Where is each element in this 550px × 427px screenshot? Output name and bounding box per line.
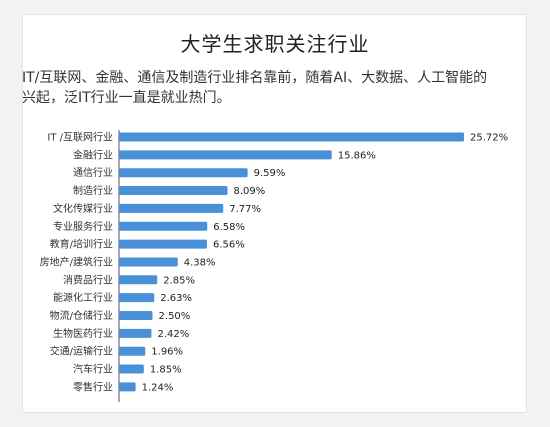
bar (119, 346, 146, 356)
chart-card (22, 14, 527, 413)
bar (119, 382, 136, 392)
value-label: 15.86% (338, 150, 376, 161)
value-label: 6.58% (213, 222, 245, 233)
value-label: 2.63% (160, 293, 192, 304)
category-label: 教育/培训行业 (50, 238, 113, 251)
category-label: 金融行业 (73, 148, 113, 161)
category-label: 物流/仓储行业 (50, 309, 113, 322)
category-label: 消费品行业 (63, 273, 113, 286)
value-label: 1.24% (142, 382, 174, 393)
category-label: 制造行业 (73, 184, 113, 197)
category-label: 零售行业 (73, 380, 113, 393)
value-label: 1.85% (150, 365, 182, 376)
value-label: 4.38% (184, 257, 216, 268)
value-label: 2.85% (163, 275, 195, 286)
value-label: 7.77% (229, 204, 261, 215)
bar (119, 275, 158, 285)
category-label: 交通/运输行业 (50, 345, 113, 358)
category-label: 专业服务行业 (53, 220, 113, 233)
value-label: 25.72% (470, 133, 508, 144)
value-label: 2.42% (157, 329, 189, 340)
bar (119, 221, 208, 231)
value-label: 9.59% (254, 168, 286, 179)
bar (119, 168, 248, 178)
category-label: IT /互联网行业 (47, 131, 113, 144)
bar (119, 311, 153, 320)
category-label: 房地产/建筑行业 (40, 255, 113, 268)
value-label: 2.50% (159, 311, 191, 322)
category-label: 生物医药行业 (53, 327, 113, 340)
bar (119, 150, 332, 160)
chart-subtitle: IT/互联网、金融、通信及制造行业排名靠前，随着AI、大数据、人工智能的兴起，泛… (22, 70, 488, 106)
value-label: 6.56% (213, 240, 245, 251)
value-label: 1.96% (151, 347, 183, 358)
category-label: 汽车行业 (73, 363, 113, 376)
bar (119, 257, 178, 267)
chart-title: 大学生求职关注行业 (180, 32, 370, 56)
bar (119, 293, 155, 303)
bar (119, 186, 228, 196)
category-label: 通信行业 (73, 166, 113, 179)
bar (119, 239, 207, 249)
bar (119, 203, 224, 213)
bar (119, 328, 152, 338)
bar (119, 132, 464, 142)
category-label: 能源化工行业 (53, 291, 113, 304)
bar (119, 364, 144, 374)
value-label: 8.09% (234, 186, 266, 197)
category-label: 文化传媒行业 (53, 202, 113, 215)
